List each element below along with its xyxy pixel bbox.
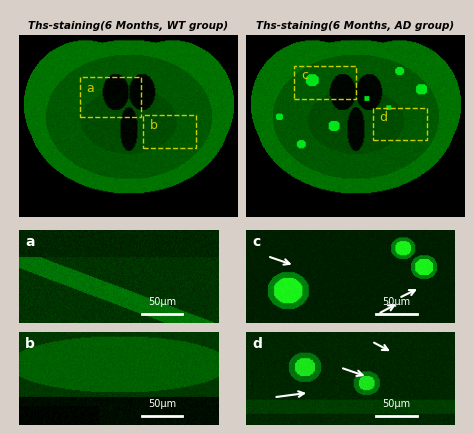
Text: c: c xyxy=(301,69,308,82)
Text: 50μm: 50μm xyxy=(148,398,176,408)
Text: A: A xyxy=(23,40,37,58)
Text: B: B xyxy=(251,40,264,58)
Text: c: c xyxy=(253,235,261,249)
Text: a: a xyxy=(87,82,94,95)
Text: d: d xyxy=(380,111,387,124)
Text: Ths-staining(6 Months, AD group): Ths-staining(6 Months, AD group) xyxy=(256,21,455,31)
Text: D: D xyxy=(246,199,262,217)
Text: d: d xyxy=(253,337,263,351)
Text: 50μm: 50μm xyxy=(382,296,410,306)
Text: a: a xyxy=(25,235,35,249)
Text: b: b xyxy=(25,337,35,351)
Text: C: C xyxy=(19,199,32,217)
Text: b: b xyxy=(150,118,158,132)
Text: 50μm: 50μm xyxy=(148,296,176,306)
Text: Ths-staining(6 Months, WT group): Ths-staining(6 Months, WT group) xyxy=(28,21,228,31)
Text: 50μm: 50μm xyxy=(382,398,410,408)
